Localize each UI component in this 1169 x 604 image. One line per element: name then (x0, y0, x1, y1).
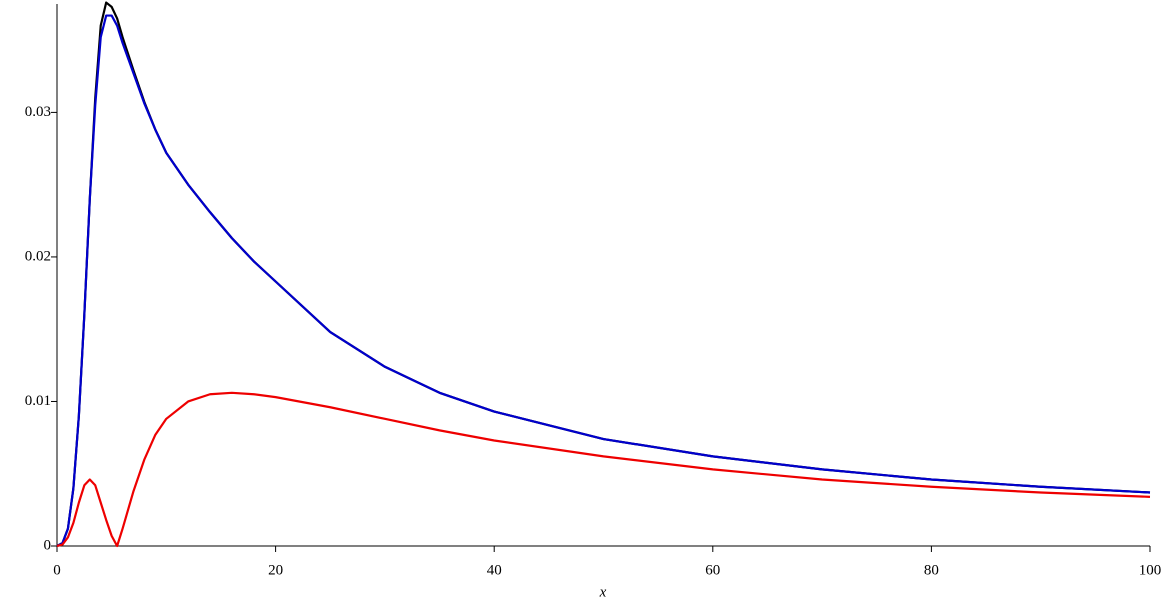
x-tick-label: 100 (1139, 562, 1162, 578)
x-tick-label: 60 (705, 562, 720, 578)
y-tick-label: 0 (44, 537, 52, 553)
y-tick-label: 0.02 (25, 248, 51, 264)
x-axis-label: x (599, 584, 607, 600)
line-series (56, 391, 1151, 548)
line-series (56, 14, 1151, 547)
x-tick-label: 20 (268, 562, 283, 578)
x-tick-label: 80 (924, 562, 939, 578)
x-tick-label: 0 (53, 562, 61, 578)
y-tick-label: 0.03 (25, 104, 51, 120)
y-tick-label: 0.01 (25, 393, 51, 409)
x-tick-label: 40 (487, 562, 502, 578)
line-series (56, 1, 1151, 547)
